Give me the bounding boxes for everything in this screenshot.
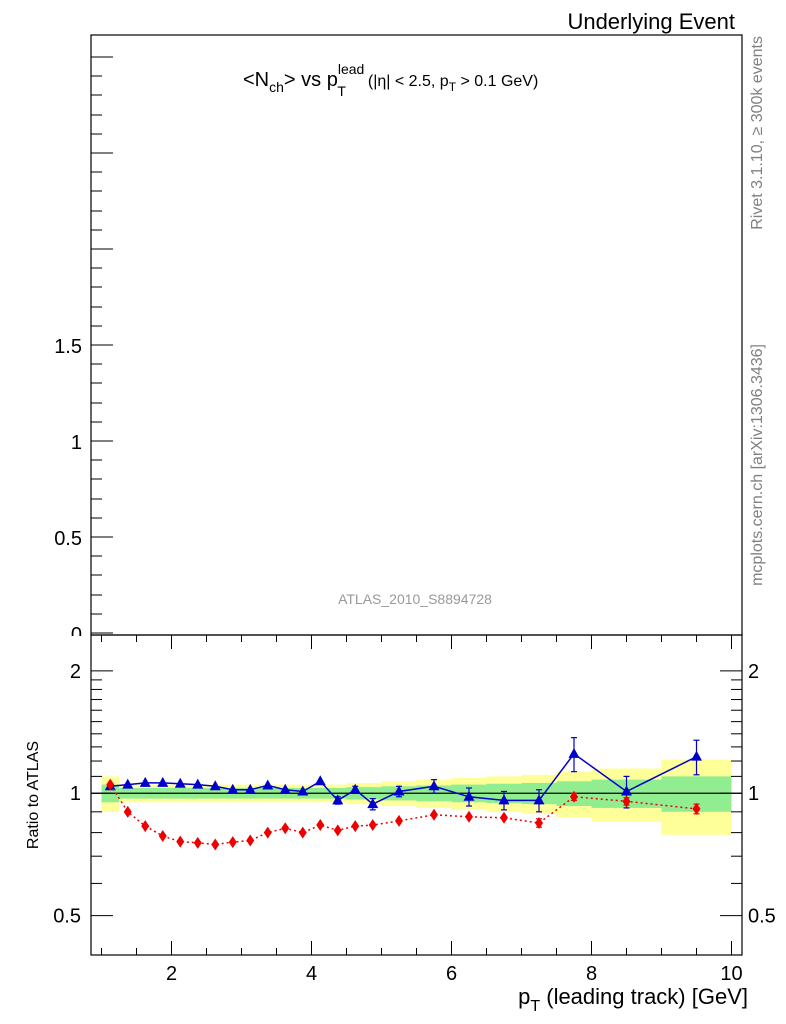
data-point-triangle xyxy=(498,794,510,805)
data-point-diamond xyxy=(395,814,403,827)
x-axis-label-sub: T xyxy=(530,998,540,1015)
data-point-diamond xyxy=(622,795,631,808)
data-point-triangle xyxy=(227,783,239,794)
data-point-diamond xyxy=(281,822,290,835)
data-point-triangle xyxy=(174,777,186,788)
data-point-diamond xyxy=(316,819,325,832)
main-frame xyxy=(90,34,743,636)
data-point-triangle xyxy=(314,775,326,786)
data-point-diamond xyxy=(500,811,508,824)
data-point-diamond xyxy=(106,778,115,791)
mcplots-source-label: mcplots.cern.ch [arXiv:1306.3436] xyxy=(749,344,766,586)
data-point-triangle xyxy=(297,785,309,796)
data-point-triangle xyxy=(192,778,204,789)
y-tick-label: 1 xyxy=(70,783,81,805)
data-point-diamond xyxy=(465,810,473,823)
main-panel: <Nch> vs plead T(|η| < 2.5, pT > 0.1 GeV)… xyxy=(54,34,743,646)
x-tick-label: 10 xyxy=(720,963,742,985)
x-tick-label: 4 xyxy=(306,963,317,985)
data-point-triangle xyxy=(367,798,379,809)
data-point-triangle xyxy=(428,780,440,791)
main-ytick-label: 0 xyxy=(71,624,82,646)
data-point-diamond xyxy=(176,835,185,848)
data-point-diamond xyxy=(123,805,132,818)
title-cut: (|η| < 2.5, p xyxy=(368,73,449,90)
data-point-triangle xyxy=(621,785,632,796)
data-point-triangle xyxy=(279,783,291,794)
y-tick-label: 0.5 xyxy=(53,906,81,928)
data-point-triangle xyxy=(463,790,475,801)
data-point-triangle xyxy=(139,776,151,787)
data-point-triangle xyxy=(393,785,405,796)
ratio-y-axis: 0.5 0.5 1 1 2 2 xyxy=(53,661,776,928)
data-point-diamond xyxy=(211,838,220,851)
analysis-watermark: ATLAS_2010_S8894728 xyxy=(338,591,492,607)
y-tick-label: 2 xyxy=(70,661,81,683)
data-point-triangle xyxy=(568,747,580,758)
data-point-diamond xyxy=(430,808,438,821)
title-n: <N xyxy=(243,69,269,91)
main-ytick-label: 0.5 xyxy=(54,528,82,550)
ratio-y-label: Ratio to ATLAS xyxy=(25,741,42,849)
data-point-diamond xyxy=(570,790,578,803)
x-tick-label: 6 xyxy=(446,963,457,985)
data-point-triangle xyxy=(691,750,702,761)
data-point-triangle xyxy=(122,778,134,789)
title-vs: > vs p xyxy=(284,69,338,91)
data-point-triangle xyxy=(244,783,256,794)
panel-separator-cover xyxy=(60,636,91,648)
ratio-series xyxy=(104,737,702,851)
data-point-diamond xyxy=(263,826,272,839)
ratio-frame xyxy=(90,634,743,956)
data-point-triangle xyxy=(533,794,545,805)
data-point-triangle xyxy=(157,776,169,787)
y-tick-label-right: 2 xyxy=(748,661,759,683)
y-tick-label-right: 0.5 xyxy=(748,906,776,928)
data-point-triangle xyxy=(262,779,274,790)
title-cut-sub: T xyxy=(449,80,457,94)
y-tick-label-right: 1 xyxy=(748,783,759,805)
data-point-triangle xyxy=(349,783,361,794)
main-ytick-label: 1.5 xyxy=(54,336,82,358)
data-point-diamond xyxy=(535,816,543,829)
rivet-version-label: Rivet 3.1.10, ≥ 300k events xyxy=(749,36,766,230)
data-point-diamond xyxy=(193,836,202,849)
series-red-diamonds xyxy=(106,778,701,851)
title-sup-lead: lead xyxy=(338,61,364,77)
x-tick-label: 2 xyxy=(166,963,177,985)
x-axis-label-rest: (leading track) [GeV] xyxy=(540,984,748,1009)
data-point-diamond xyxy=(692,802,701,815)
data-point-diamond xyxy=(158,829,167,842)
event-label: Underlying Event xyxy=(567,9,735,34)
series-blue-triangles xyxy=(104,737,702,813)
data-point-triangle xyxy=(332,794,344,805)
data-point-diamond xyxy=(228,836,237,849)
ratio-panel: 2 4 6 8 10 0.5 0.5 1 1 2 2 Ratio to ATLAS pT (lea… xyxy=(25,634,776,1015)
title-sub-t: T xyxy=(337,83,346,99)
data-point-diamond xyxy=(333,824,342,837)
title-sub-ch: ch xyxy=(269,79,284,95)
title-cut-end: > 0.1 GeV) xyxy=(456,73,538,90)
main-ytick-label: 1 xyxy=(71,432,82,454)
x-tick-label: 8 xyxy=(586,963,597,985)
main-y-axis: 1.5 1 0.5 0 xyxy=(54,56,113,646)
uncertainty-bands xyxy=(101,759,732,835)
data-point-diamond xyxy=(246,834,255,847)
data-point-diamond xyxy=(298,826,307,839)
x-axis-label: pT (leading track) [GeV] xyxy=(518,984,748,1015)
ratio-x-axis: 2 4 6 8 10 xyxy=(101,635,743,985)
main-title: <Nch> vs plead T(|η| < 2.5, pT > 0.1 GeV) xyxy=(243,61,538,99)
data-point-triangle xyxy=(209,780,221,791)
data-point-diamond xyxy=(351,820,360,833)
data-point-diamond xyxy=(368,819,377,832)
data-point-diamond xyxy=(141,820,150,833)
